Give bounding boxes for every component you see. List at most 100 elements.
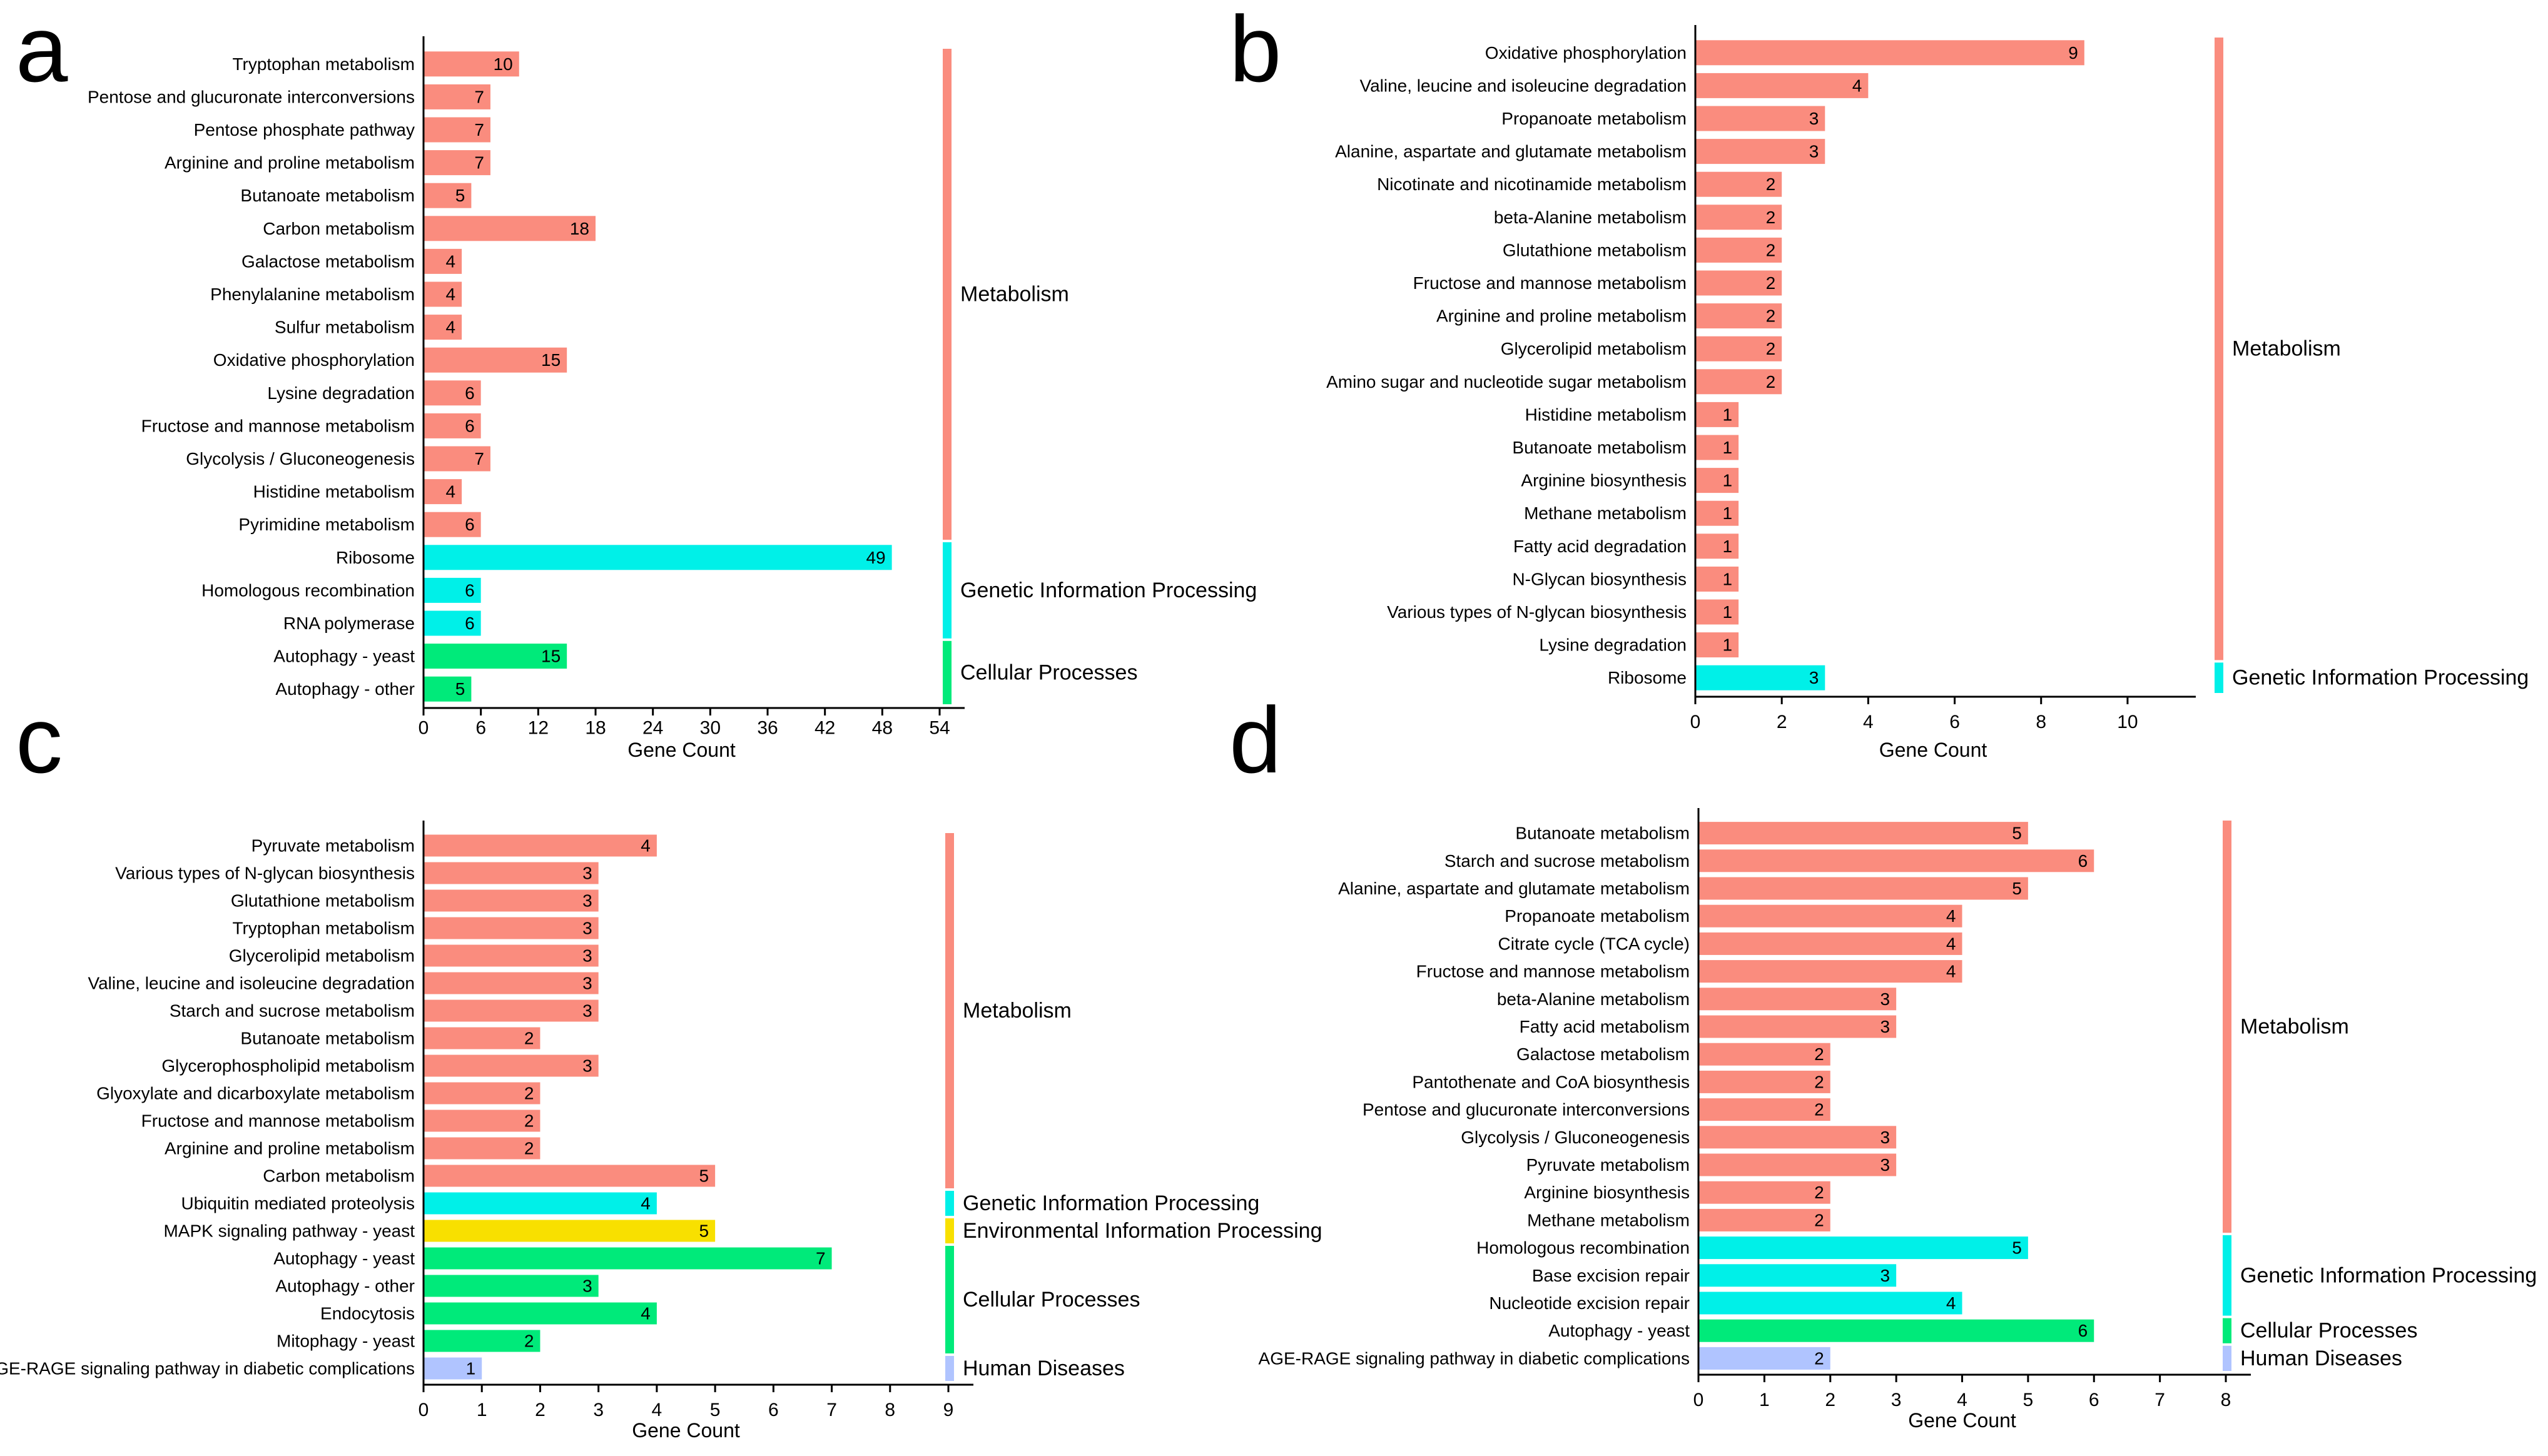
category-label: Homologous recombination (201, 580, 415, 600)
category-label: MAPK signaling pathway - yeast (163, 1221, 415, 1241)
category-label: Galactose metabolism (1516, 1044, 1690, 1064)
bar-oxidative-phosphorylation (424, 347, 567, 373)
bar-oxidative-phosphorylation (1695, 40, 2084, 66)
bar-value-label: 5 (455, 186, 465, 205)
bar-value-label: 2 (1814, 1183, 1824, 1202)
bar-nucleotide-excision-repair (1698, 1292, 1962, 1315)
bar-value-label: 2 (1814, 1044, 1824, 1064)
bar-galactose-metabolism (424, 248, 462, 274)
category-label: Nucleotide excision repair (1489, 1293, 1690, 1313)
bar-galactose-metabolism (1698, 1043, 1830, 1066)
bar-value-label: 49 (866, 548, 885, 567)
x-tick-label: 4 (1863, 712, 1874, 732)
panel-letter-a: a (16, 0, 68, 101)
group-label-metabolism: Metabolism (2240, 1015, 2349, 1039)
category-label: Various types of N-glycan biosynthesis (115, 864, 415, 883)
group-strip-metabolism (2215, 38, 2223, 660)
x-axis-title: Gene Count (627, 739, 736, 761)
category-label: Homologous recombination (1476, 1238, 1690, 1258)
bar-value-label: 15 (541, 647, 561, 666)
category-label: Various types of N-glycan biosynthesis (1387, 602, 1687, 622)
bar-value-label: 4 (1946, 906, 1956, 926)
bar-value-label: 2 (1766, 240, 1776, 260)
bar-value-label: 4 (1852, 76, 1862, 95)
category-label: Citrate cycle (TCA cycle) (1498, 934, 1690, 953)
category-label: Mitophagy - yeast (277, 1332, 415, 1351)
bar-value-label: 6 (465, 416, 475, 435)
category-label: beta-Alanine metabolism (1494, 208, 1687, 227)
bar-histidine-metabolism (1695, 402, 1739, 427)
category-label: Nicotinate and nicotinamide metabolism (1377, 174, 1687, 194)
bar-value-label: 3 (1881, 1128, 1891, 1147)
group-label-genetic-information-processing: Genetic Information Processing (960, 579, 1257, 602)
category-label: Methane metabolism (1527, 1210, 1690, 1230)
bar-value-label: 1 (1723, 569, 1733, 589)
bar-valine-leucine-and-isoleucine-degradation (1695, 73, 1869, 98)
panel-a: a Tryptophan metabolism 10 Pentose and gluc… (16, 0, 1257, 761)
bar-value-label: 1 (1723, 471, 1733, 490)
category-label: Fatty acid degradation (1513, 537, 1687, 556)
x-tick-label: 9 (943, 1400, 954, 1420)
group-label-cellular-processes: Cellular Processes (960, 660, 1137, 684)
bar-glycerolipid-metabolism (1695, 336, 1782, 361)
bar-value-label: 18 (570, 219, 589, 238)
category-label: Glutathione metabolism (231, 891, 415, 911)
category-label: Valine, leucine and isoleucine degradati… (88, 974, 415, 993)
group-label-human-diseases: Human Diseases (2240, 1347, 2402, 1370)
x-tick-label: 4 (1957, 1390, 1967, 1410)
group-label-metabolism: Metabolism (963, 999, 1072, 1023)
category-label: Autophagy - other (275, 1277, 415, 1296)
bar-value-label: 5 (455, 679, 465, 699)
group-label-cellular-processes: Cellular Processes (963, 1288, 1140, 1312)
bar-value-label: 3 (582, 891, 592, 911)
bar-value-label: 6 (465, 383, 475, 403)
group-strip-metabolism (2223, 821, 2231, 1233)
bar-glycerophospholipid-metabolism (424, 1054, 599, 1077)
bar-fructose-and-mannose-metabolism (424, 413, 481, 438)
category-label: Arginine and proline metabolism (165, 153, 415, 173)
bar-autophagy-yeast (424, 1247, 832, 1270)
bar-autophagy-other (424, 1275, 599, 1297)
bar-value-label: 3 (1881, 1155, 1891, 1175)
category-label: Ubiquitin mediated proteolysis (181, 1194, 415, 1213)
group-strip-cellular-processes (943, 640, 952, 704)
bar-pentose-phosphate-pathway (424, 117, 490, 143)
bar-citrate-cycle-tca-cycle (1698, 932, 1962, 955)
category-label: Autophagy - yeast (1548, 1321, 1690, 1340)
bar-butanoate-metabolism (1698, 822, 2028, 845)
group-strip-cellular-processes (2223, 1318, 2231, 1343)
bar-value-label: 4 (641, 1194, 651, 1213)
category-label: Arginine and proline metabolism (165, 1139, 415, 1158)
x-tick-label: 8 (2221, 1390, 2231, 1410)
bar-fructose-and-mannose-metabolism (1695, 270, 1782, 296)
bar-value-label: 3 (582, 974, 592, 993)
panel-b: b Oxidative phosphorylation 9 Valine, leuci… (1229, 0, 2529, 761)
category-label: Lysine degradation (1539, 635, 1687, 655)
bar-value-label: 2 (1814, 1348, 1824, 1368)
x-tick-label: 8 (2036, 712, 2046, 732)
bar-age-rage-signaling-pathway-in-diabetic-complications (1698, 1347, 1830, 1370)
bar-homologous-recombination (1698, 1236, 2028, 1260)
group-strip-genetic-information-processing (2223, 1235, 2231, 1316)
x-tick-label: 7 (826, 1400, 837, 1420)
bar-arginine-and-proline-metabolism (424, 1137, 541, 1160)
group-label-genetic-information-processing: Genetic Information Processing (2232, 666, 2529, 690)
x-tick-label: 42 (815, 718, 835, 739)
bar-carbon-metabolism (424, 216, 596, 241)
x-tick-label: 5 (2023, 1390, 2034, 1410)
category-label: Tryptophan metabolism (232, 919, 415, 938)
bar-ribosome (1695, 665, 1825, 690)
x-tick-label: 6 (768, 1400, 779, 1420)
bar-value-label: 2 (1814, 1210, 1824, 1230)
bar-value-label: 7 (474, 449, 484, 468)
bar-value-label: 1 (1723, 503, 1733, 523)
panel-d: d Butanoate metabolism 5 Starch and sucrose… (1229, 687, 2537, 1432)
bar-butanoate-metabolism (424, 1027, 541, 1049)
bar-mapk-signaling-pathway-yeast (424, 1220, 716, 1242)
bar-histidine-metabolism (424, 479, 462, 505)
category-label: Pentose phosphate pathway (194, 120, 415, 139)
category-label: Propanoate metabolism (1501, 109, 1687, 128)
category-label: Tryptophan metabolism (232, 54, 415, 74)
bar-value-label: 6 (465, 580, 475, 600)
bar-value-label: 3 (582, 864, 592, 883)
